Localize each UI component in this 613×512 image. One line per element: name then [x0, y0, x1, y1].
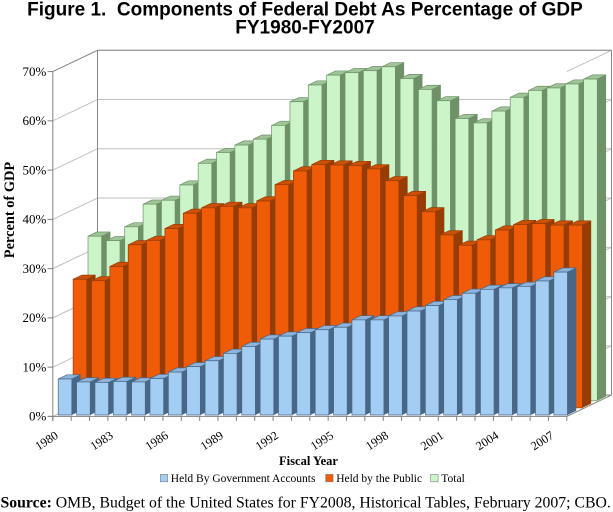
- svg-text:0%: 0%: [29, 409, 47, 424]
- svg-text:10%: 10%: [22, 359, 46, 374]
- svg-text:70%: 70%: [22, 64, 46, 79]
- svg-text:60%: 60%: [22, 113, 46, 128]
- svg-text:Fiscal Year: Fiscal Year: [279, 454, 338, 468]
- svg-text:Held by the Public: Held by the Public: [336, 473, 422, 485]
- svg-text:50%: 50%: [22, 162, 46, 177]
- svg-text:20%: 20%: [22, 310, 46, 325]
- svg-text:Held By Government Accounts: Held By Government Accounts: [171, 473, 316, 485]
- svg-text:Figure 1. Components of Feder: Figure 1. Components of Federal Debt As …: [27, 0, 583, 20]
- svg-text:40%: 40%: [22, 212, 46, 227]
- svg-text:Total: Total: [441, 473, 464, 485]
- svg-text:30%: 30%: [22, 261, 46, 276]
- svg-text:Percent of GDP: Percent of GDP: [2, 162, 18, 259]
- svg-text:FY1980-FY2007: FY1980-FY2007: [235, 18, 374, 39]
- svg-text:Source: OMB, Budget of the Uni: Source: OMB, Budget of the United States…: [1, 495, 611, 512]
